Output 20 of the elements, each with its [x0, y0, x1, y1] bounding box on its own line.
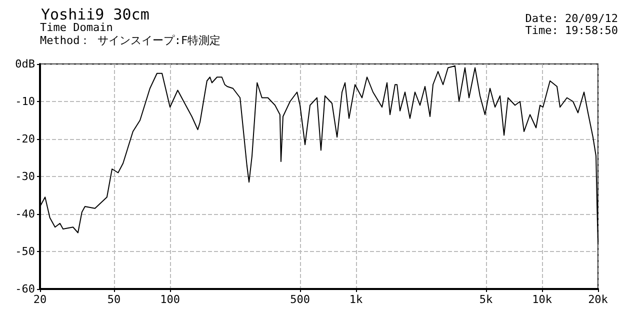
- x-tick-label: 500: [290, 293, 310, 306]
- chart-title: Yoshii9 30cm: [41, 6, 150, 24]
- y-tick-label: 0dB: [15, 58, 36, 70]
- x-tick-label: 100: [160, 293, 180, 306]
- y-tick-label: -50: [15, 245, 35, 258]
- x-tick-label: 20k: [588, 293, 608, 306]
- x-tick-label: 5k: [479, 293, 494, 306]
- text: Time: 19:58:50: [525, 24, 618, 37]
- y-tick-label: -20: [15, 132, 35, 146]
- x-tick-label: 10k: [532, 293, 552, 306]
- y-tick-label: -10: [15, 95, 35, 108]
- chart-subtitle: Time Domain: [40, 21, 113, 34]
- x-tick-label: 1k: [349, 293, 364, 306]
- y-tick-label: -30: [15, 170, 35, 183]
- text: Method： サインスイープ:F特測定: [40, 34, 221, 47]
- text: Date: 20/09/12: [525, 12, 618, 25]
- x-tick-label: 20: [33, 293, 47, 306]
- y-tick-label: -60: [15, 282, 35, 296]
- y-tick-label: -40: [15, 208, 35, 220]
- x-tick-label: 50: [107, 293, 121, 306]
